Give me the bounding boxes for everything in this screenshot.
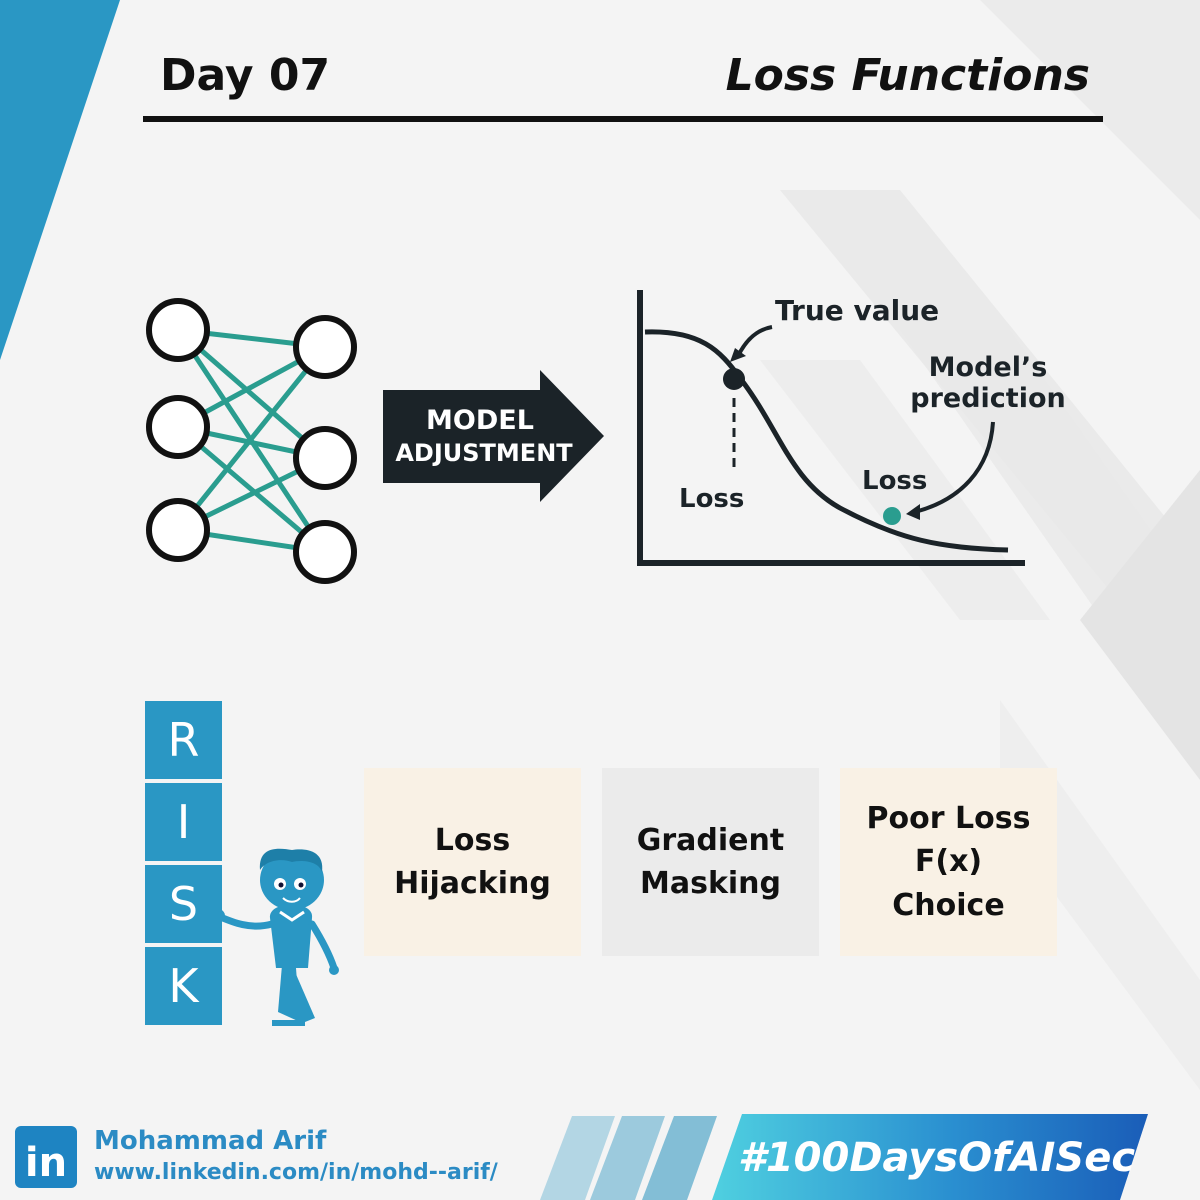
true-value-label: True value <box>775 294 939 327</box>
model-prediction-label-line1: Model’s <box>929 352 1048 383</box>
day-label: Day 07 <box>160 50 331 101</box>
linkedin-icon[interactable]: in <box>15 1126 77 1188</box>
loss-label-left: Loss <box>679 484 744 514</box>
risk-card-poor-loss-choice: Poor Loss F(x) Choice <box>840 768 1057 956</box>
risk-letter-i: I <box>145 783 222 861</box>
risk-card-gradient-masking: Gradient Masking <box>602 768 819 956</box>
person-illustration <box>211 848 339 1026</box>
header-divider <box>143 116 1103 122</box>
risk-card-loss-hijacking: Loss Hijacking <box>364 768 581 956</box>
true-value-point <box>723 368 745 390</box>
hashtag-banner: #100DaysOfAISec <box>738 1135 1136 1181</box>
loss-label-right: Loss <box>862 466 927 496</box>
neural-network-icon <box>146 298 357 584</box>
risk-letter-r: R <box>145 701 222 779</box>
risk-letter-k: K <box>145 947 222 1025</box>
arrow-label-line2: ADJUSTMENT <box>395 439 573 467</box>
arrow-label-line1: MODEL <box>426 405 534 436</box>
risk-letter-s: S <box>145 865 222 943</box>
loss-curve-chart: True value Model’s prediction Loss Loss <box>637 290 1066 566</box>
author-profile-link[interactable]: www.linkedin.com/in/mohd--arif/ <box>94 1160 498 1185</box>
prediction-point <box>883 507 901 525</box>
model-prediction-label-line2: prediction <box>910 383 1065 414</box>
model-adjustment-arrow: MODEL ADJUSTMENT <box>383 370 604 502</box>
author-name: Mohammad Arif <box>94 1126 327 1156</box>
page-title: Loss Functions <box>725 50 1090 101</box>
